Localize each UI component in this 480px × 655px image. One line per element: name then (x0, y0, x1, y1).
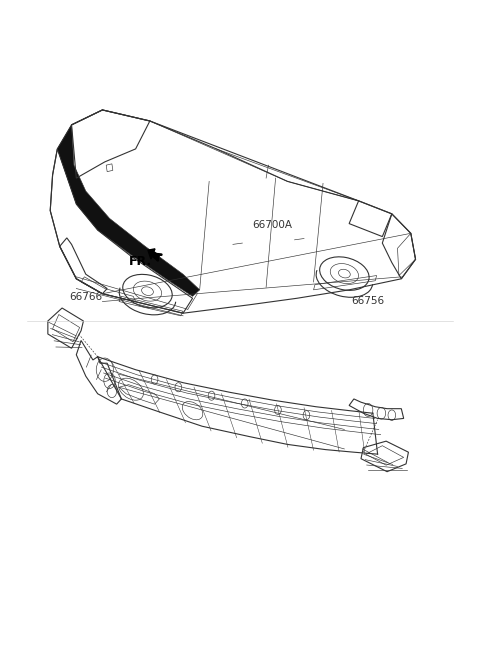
Text: 66756: 66756 (351, 296, 384, 307)
Text: FR.: FR. (129, 255, 152, 268)
Ellipse shape (338, 269, 350, 278)
FancyArrow shape (148, 249, 159, 260)
Polygon shape (57, 125, 200, 296)
Text: 66700A: 66700A (252, 220, 292, 230)
Ellipse shape (142, 287, 154, 295)
Text: 66766: 66766 (69, 291, 102, 301)
